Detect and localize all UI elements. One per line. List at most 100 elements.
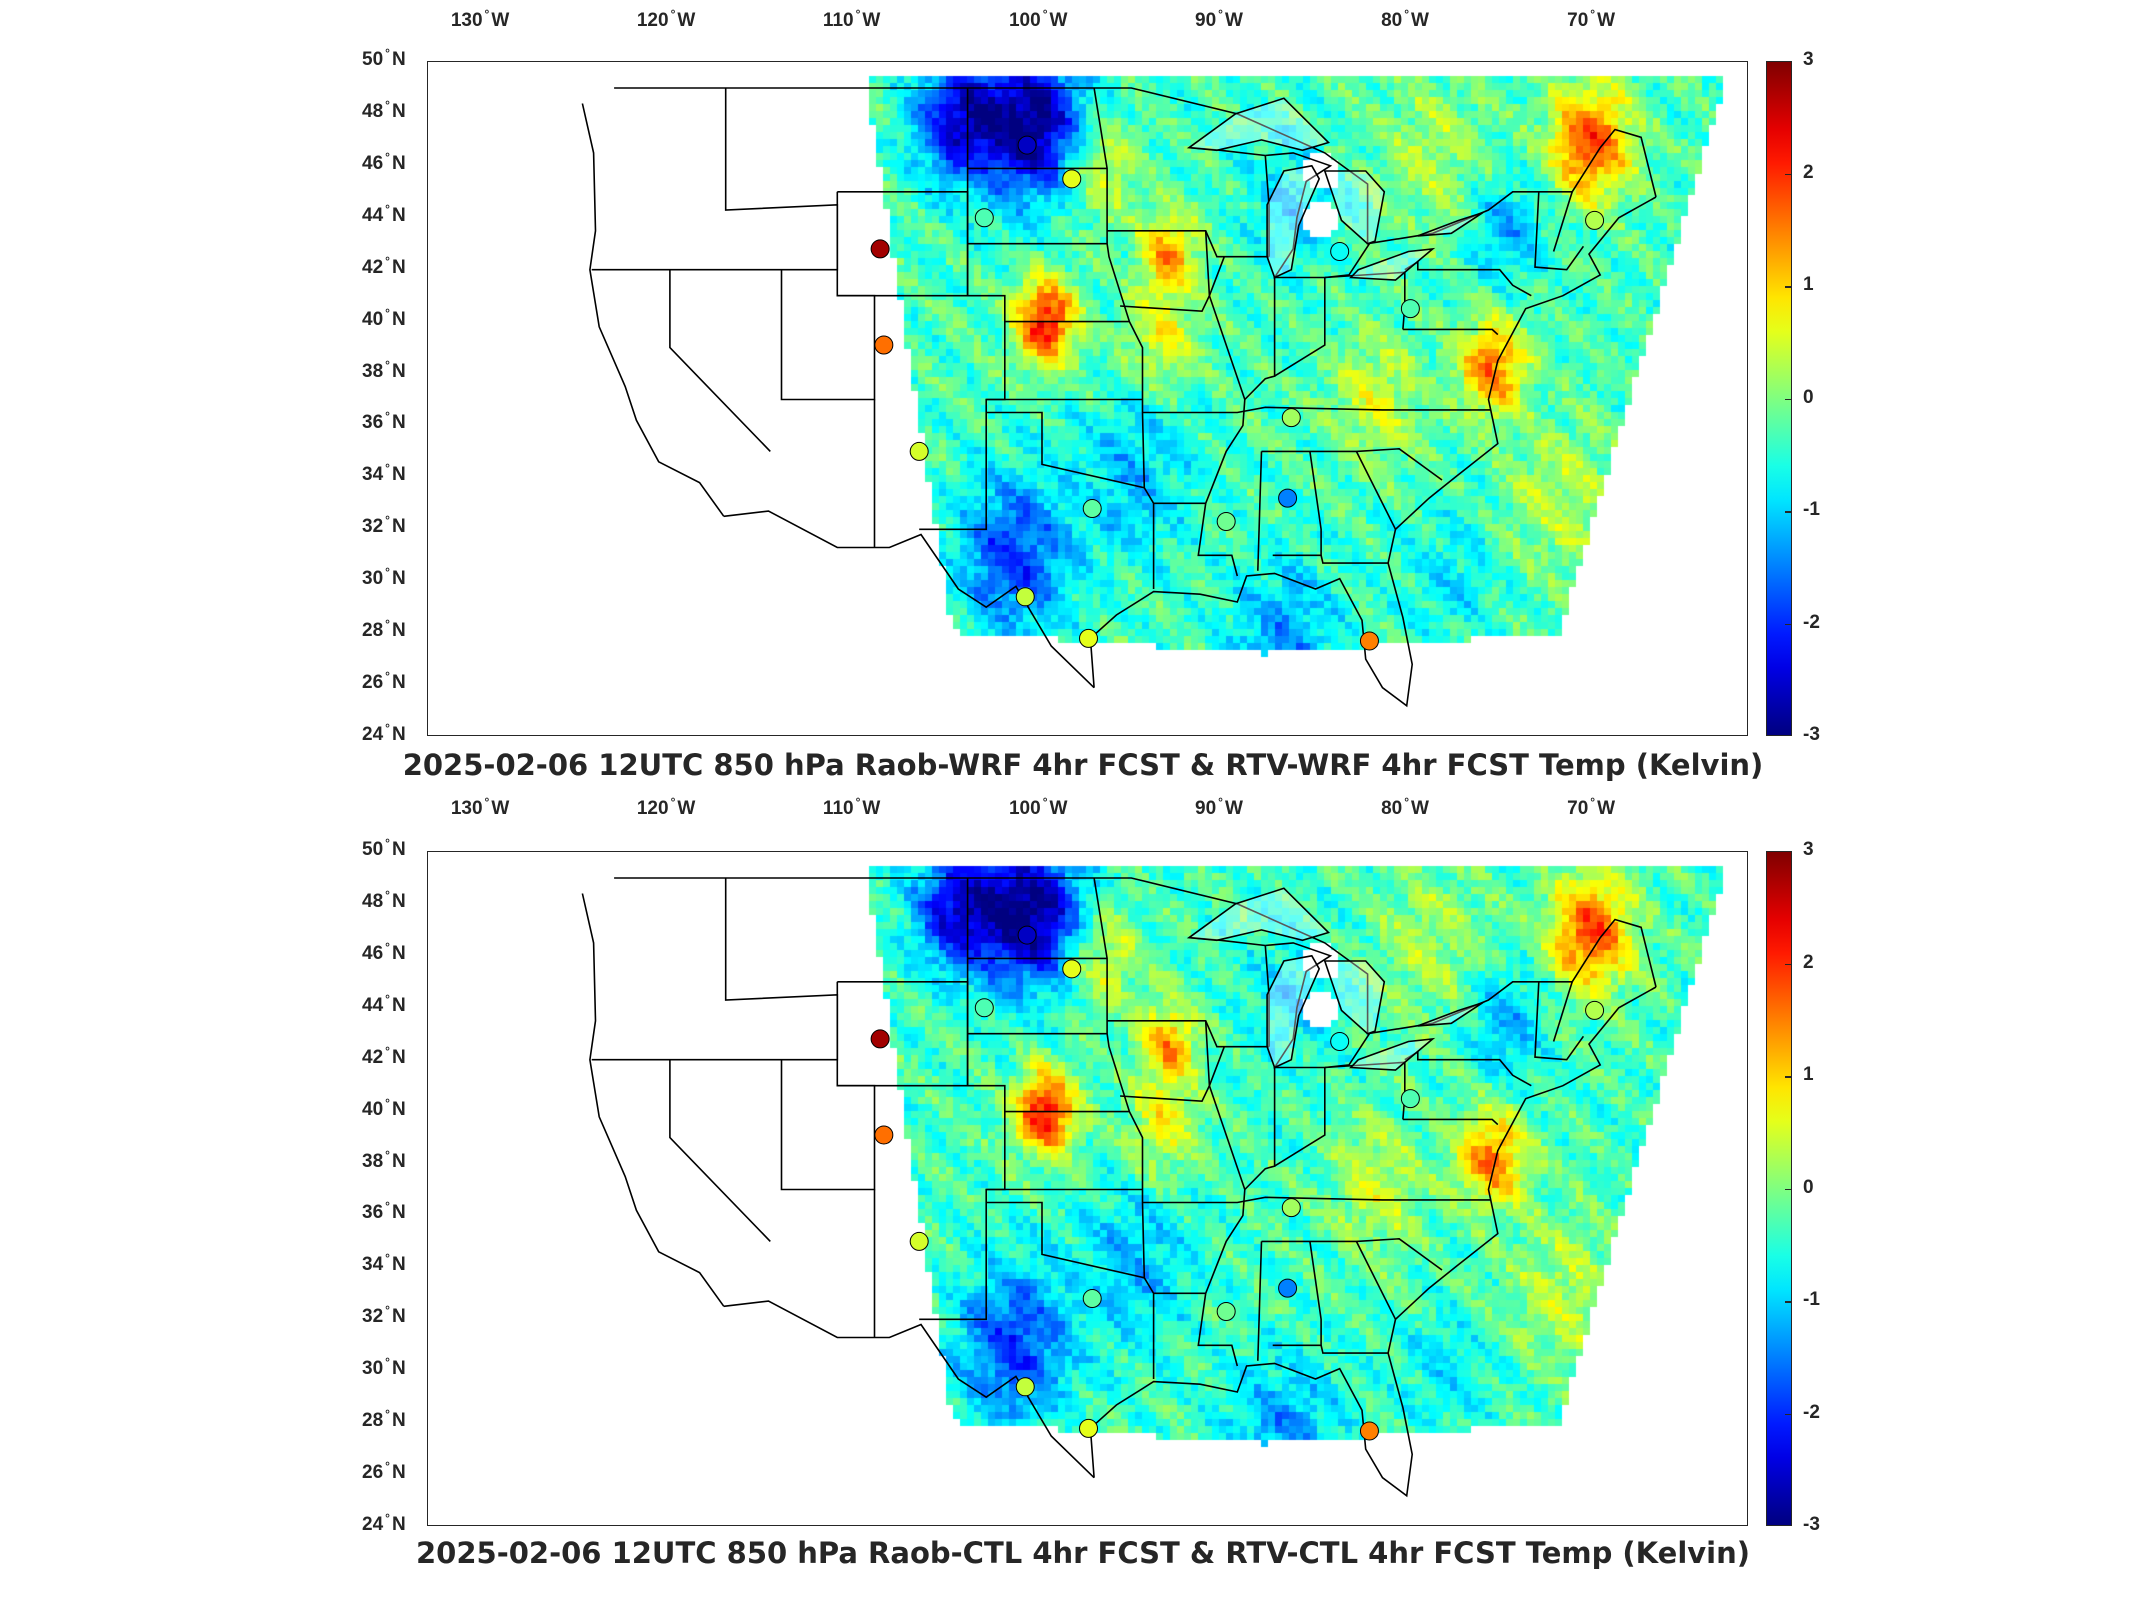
degree-symbol: °	[385, 513, 390, 528]
lon-tick-degree: 120	[636, 798, 669, 819]
colorbar-tick-label: 3	[1803, 49, 1814, 70]
lon-tick-hemisphere: W	[491, 10, 510, 31]
lat-tick-hemisphere: N	[391, 360, 406, 382]
lon-tick-degree: 90	[1195, 10, 1217, 31]
lon-tick-label: 80 ° W	[1381, 795, 1429, 820]
boundary-line	[669, 1059, 771, 1242]
lake-outline	[1266, 164, 1321, 279]
raob-station-marker	[1281, 408, 1301, 428]
boundary-line	[614, 877, 1657, 1035]
colorbar-tick-label: 1	[1803, 1064, 1814, 1085]
colorbar-tick-label: 0	[1803, 386, 1814, 408]
boundary-line	[1355, 1241, 1397, 1320]
lat-tick-label: 24 ° N	[362, 721, 406, 746]
boundary-line	[669, 269, 771, 452]
lat-tick-label: 50 ° N	[362, 836, 406, 861]
colorbar-tick-label: -1	[1803, 1289, 1820, 1310]
lat-tick-label: 48 ° N	[362, 98, 406, 123]
lat-tick-label: 44 ° N	[362, 202, 406, 227]
lat-tick-degree: 46	[362, 152, 384, 174]
lat-tick-degree: 36	[362, 412, 384, 434]
lat-tick-degree: 50	[362, 49, 384, 70]
raob-station-marker	[870, 239, 890, 259]
boundary-line	[614, 87, 1657, 245]
colorbar-tick-mark	[1785, 1188, 1792, 1190]
degree-symbol: °	[385, 617, 390, 632]
raob-station-marker	[874, 335, 894, 355]
lake-outline	[1266, 954, 1321, 1069]
raob-station-marker	[909, 441, 929, 461]
lon-tick-degree: 70	[1567, 10, 1589, 31]
degree-symbol: °	[484, 7, 490, 21]
degree-symbol: °	[1218, 7, 1223, 21]
raob-station-marker	[1330, 1032, 1350, 1052]
lake-outline	[1349, 247, 1436, 281]
boundary-line	[1257, 451, 1263, 571]
raob-station-marker	[1082, 499, 1102, 519]
boundary-line	[986, 1201, 1145, 1279]
boundary-line	[1264, 945, 1270, 1047]
lat-tick-label: 30 ° N	[362, 565, 406, 590]
degree-symbol: °	[1404, 7, 1410, 21]
degree-symbol: °	[385, 836, 390, 850]
lon-tick-degree: 130	[450, 798, 483, 819]
lon-tick-hemisphere: W	[1411, 798, 1429, 819]
degree-symbol: °	[1042, 7, 1048, 21]
boundary-line	[1244, 1067, 1276, 1191]
lat-tick-hemisphere: N	[391, 890, 406, 912]
temperature-field	[428, 852, 1747, 1525]
lon-tick-degree: 70	[1567, 798, 1589, 819]
lon-tick-label: 110 ° W	[823, 7, 880, 32]
lat-tick-label: 44 ° N	[362, 992, 406, 1017]
degree-symbol: °	[1590, 795, 1596, 809]
lat-tick-label: 34 ° N	[362, 461, 406, 486]
degree-symbol: °	[385, 669, 390, 684]
lon-tick-hemisphere: W	[862, 798, 881, 819]
lat-tick-hemisphere: N	[391, 308, 406, 330]
lat-tick-degree: 26	[362, 672, 384, 694]
colorbar-tick-label: 0	[1803, 1176, 1814, 1198]
lake-outline	[1323, 170, 1386, 245]
panel-title: 2025-02-06 12UTC 850 hPa Raob-WRF 4hr FC…	[402, 748, 1764, 782]
degree-symbol: °	[385, 1147, 390, 1162]
lat-tick-hemisphere: N	[391, 256, 406, 278]
lon-tick-label: 70 ° W	[1567, 7, 1615, 32]
lon-tick-label: 90 ° W	[1195, 795, 1243, 820]
lat-tick-degree: 24	[362, 1514, 384, 1535]
raob-station-marker	[974, 998, 994, 1018]
boundary-line	[1534, 191, 1585, 271]
boundary-line	[1320, 555, 1389, 564]
panel-title: 2025-02-06 12UTC 850 hPa Raob-CTL 4hr FC…	[415, 1536, 1750, 1570]
degree-symbol: °	[385, 305, 390, 320]
lat-tick-degree: 40	[362, 308, 384, 330]
lon-tick-degree: 90	[1195, 798, 1217, 819]
degree-symbol: °	[385, 1459, 390, 1474]
lon-tick-degree: 80	[1381, 798, 1403, 819]
lat-tick-hemisphere: N	[391, 412, 406, 434]
boundary-line	[1552, 981, 1573, 1042]
degree-symbol: °	[385, 721, 390, 735]
lat-tick-degree: 40	[362, 1098, 384, 1120]
boundary-line	[581, 103, 725, 517]
raob-station-marker	[1017, 925, 1037, 945]
lat-tick-hemisphere: N	[391, 1202, 406, 1224]
lat-tick-degree: 32	[362, 516, 384, 538]
boundary-line	[1197, 230, 1246, 577]
lon-tick-label: 100 ° W	[1009, 7, 1067, 32]
lon-tick-degree: 80	[1381, 10, 1403, 31]
lat-tick-label: 32 ° N	[362, 513, 406, 538]
lon-tick-degree: 100	[1008, 798, 1041, 819]
boundary-line	[1320, 1345, 1389, 1354]
lat-tick-hemisphere: N	[391, 464, 406, 486]
boundary-line	[1244, 277, 1276, 401]
colorbar-tick-mark	[1785, 1076, 1792, 1078]
degree-symbol: °	[670, 7, 676, 21]
raob-station-marker	[1585, 210, 1605, 230]
lat-tick-hemisphere: N	[391, 568, 406, 590]
boundary-line	[1402, 1118, 1499, 1126]
lon-tick-degree: 130	[450, 10, 483, 31]
lat-tick-degree: 30	[362, 1358, 384, 1380]
lon-tick-label: 80 ° W	[1381, 7, 1429, 32]
lon-tick-hemisphere: W	[1224, 10, 1243, 31]
lat-tick-hemisphere: N	[391, 1306, 406, 1328]
